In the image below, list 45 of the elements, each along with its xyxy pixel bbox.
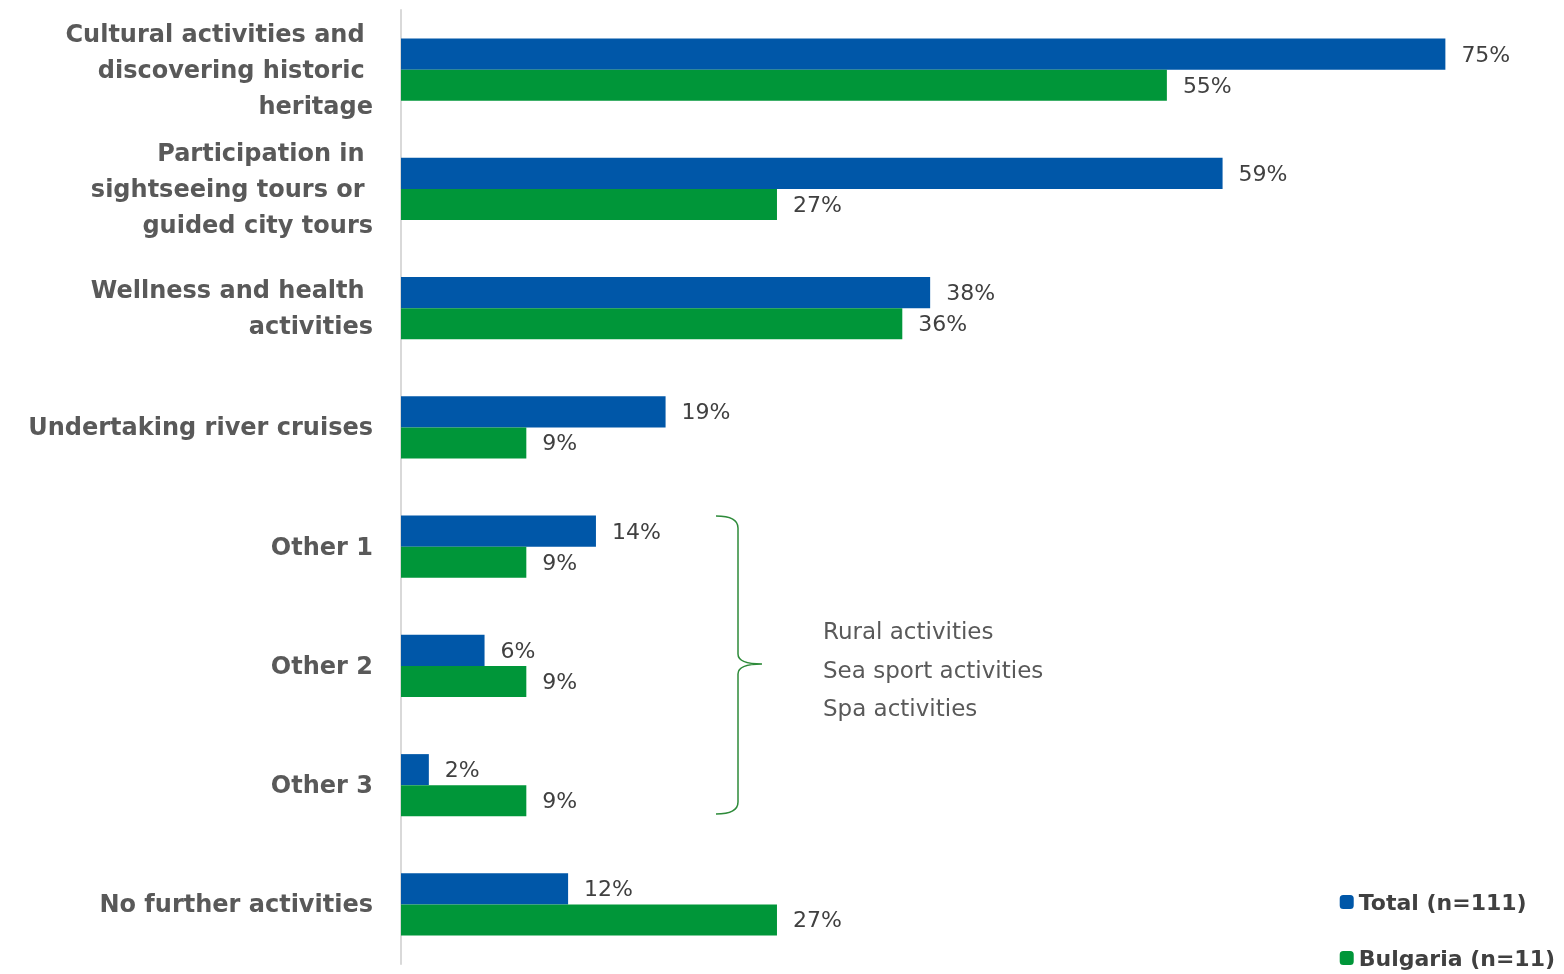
bar — [401, 515, 596, 547]
y-tick-label: Other 1 — [270, 532, 373, 561]
legend-label: Total (n=111) — [1358, 889, 1527, 915]
data-label: 19% — [681, 399, 731, 425]
annotation: Rural activities — [823, 617, 995, 646]
bar — [401, 634, 485, 666]
bar — [401, 277, 931, 309]
data-label: 75% — [1461, 41, 1511, 67]
bar — [401, 785, 527, 817]
bar — [401, 546, 527, 578]
data-label: 14% — [611, 518, 661, 544]
bar — [401, 188, 777, 220]
bar — [401, 308, 903, 340]
data-label: 9% — [542, 788, 578, 814]
bar — [401, 665, 527, 697]
data-label: 6% — [500, 637, 536, 663]
y-tick-label: Cultural activities and discovering historic heritage — [65, 19, 373, 120]
bar — [401, 69, 1167, 101]
data-label: 27% — [792, 907, 842, 933]
annotation: Spa activities — [823, 694, 979, 723]
bar — [401, 157, 1223, 189]
data-label: 2% — [444, 757, 480, 783]
y-tick-label: Undertaking river cruises — [28, 413, 373, 442]
data-label: 9% — [542, 668, 578, 694]
y-tick-label: Wellness and health activities — [90, 276, 373, 341]
annotation: Sea sport activities — [823, 655, 1044, 685]
bar — [401, 38, 1446, 70]
bar — [401, 427, 527, 459]
legend-label: Bulgaria (n=11) — [1358, 945, 1555, 971]
y-tick-label: Participation in sightseeing tours or guided city tours — [90, 138, 373, 239]
bar — [401, 396, 666, 428]
y-tick-label: Other 3 — [270, 771, 373, 800]
bar — [401, 754, 429, 786]
bar — [401, 904, 777, 936]
y-tick-label: No further activities — [99, 890, 373, 919]
y-tick-label: Other 2 — [270, 651, 373, 680]
data-label: 59% — [1238, 160, 1288, 186]
bar — [401, 873, 569, 905]
data-label: 9% — [542, 549, 578, 575]
data-label: 12% — [584, 876, 634, 902]
data-label: 36% — [918, 311, 968, 337]
data-label: 38% — [946, 280, 996, 306]
data-label: 55% — [1182, 72, 1232, 98]
data-label: 9% — [542, 430, 578, 456]
data-label: 27% — [792, 191, 842, 217]
